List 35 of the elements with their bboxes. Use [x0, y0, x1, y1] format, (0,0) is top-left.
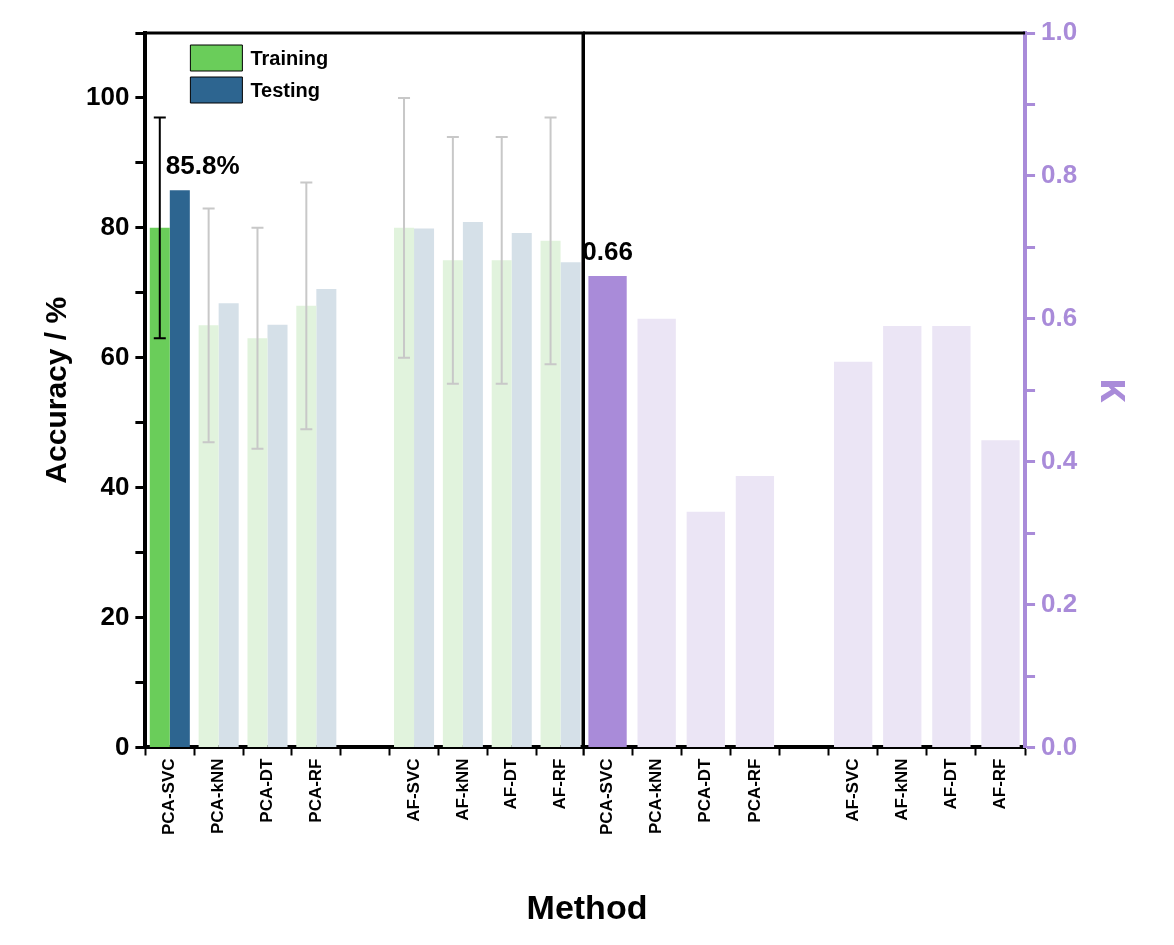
legend-label: Testing [250, 78, 321, 101]
x-tick-label: PCA-kNN [646, 758, 666, 835]
x-tick-label: PCA-DT [695, 757, 715, 823]
x-tick-label: AF-DT [501, 757, 521, 810]
x-tick-label: AF-RF [990, 758, 1010, 810]
y2-tick-label: 0.2 [1041, 587, 1078, 618]
x-tick-label: PCA-SVC [159, 758, 179, 836]
data-label: 85.8% [165, 150, 240, 181]
y-tick-label: 20 [100, 600, 130, 631]
y2-tick-label: 0.8 [1041, 159, 1078, 190]
x-tick-label: AF-DT [941, 757, 961, 810]
y-axis-title: Accuracy / % [39, 296, 73, 484]
x-tick-label: PCA-kNN [208, 758, 228, 835]
y2-tick-label: 0.0 [1041, 730, 1078, 761]
x-tick-label: AF-RF [550, 758, 570, 810]
y-tick-label: 100 [85, 81, 130, 112]
y-tick-label: 0 [114, 730, 130, 761]
x-tick-label: PCA-SVC [597, 758, 617, 836]
x-tick-label: PCA-RF [306, 758, 326, 823]
x-tick-label: AF-SVC [842, 758, 862, 822]
x-tick-label: PCA-RF [744, 758, 764, 823]
y2-axis-title: κ [1092, 377, 1142, 403]
data-label: 0.66 [582, 236, 633, 267]
y-tick-label: 40 [100, 470, 130, 501]
x-tick-label: AF-kNN [891, 758, 911, 821]
x-tick-label: AF-kNN [452, 758, 472, 821]
x-tick-label: AF-SVC [403, 758, 423, 822]
x-axis-title: Method [525, 888, 649, 927]
legend-label: Training [250, 46, 329, 69]
y2-tick-label: 1.0 [1041, 16, 1078, 47]
y-tick-label: 80 [100, 211, 130, 242]
y2-tick-label: 0.4 [1041, 444, 1078, 475]
x-tick-label: PCA-DT [257, 757, 277, 823]
y2-tick-label: 0.6 [1041, 301, 1078, 332]
y-tick-label: 60 [100, 340, 130, 371]
